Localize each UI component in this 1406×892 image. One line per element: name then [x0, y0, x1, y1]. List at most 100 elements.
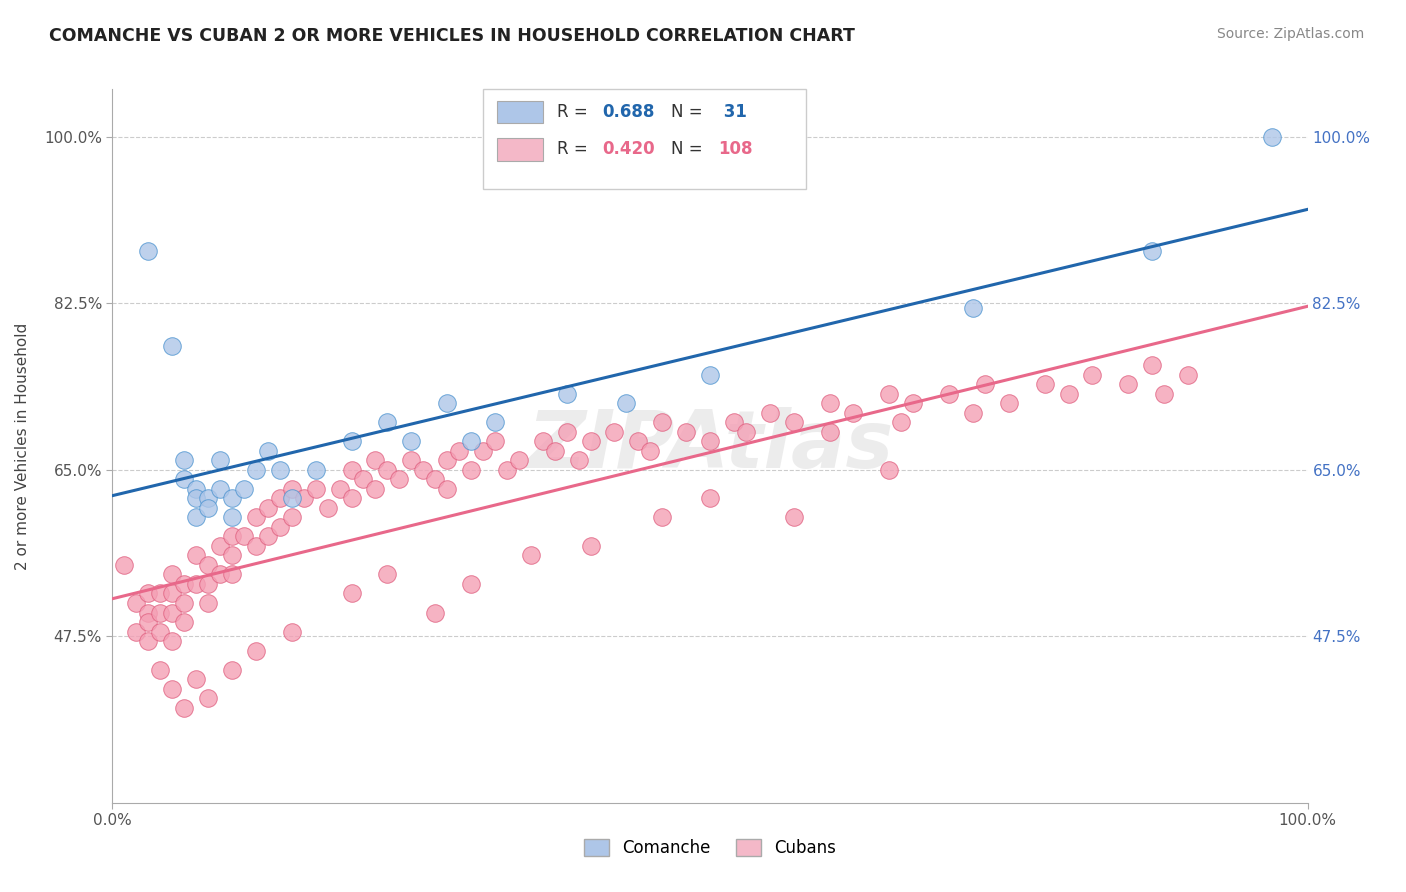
Point: [162, 586, 183, 600]
Legend: Comanche, Cubans: Comanche, Cubans: [575, 831, 845, 866]
Point: [209, 567, 232, 582]
Point: [245, 510, 267, 524]
Point: [114, 558, 135, 572]
Point: [149, 586, 172, 600]
Point: [197, 500, 219, 515]
Point: [186, 510, 208, 524]
Point: [162, 681, 183, 696]
Point: [269, 491, 291, 506]
Point: [1142, 244, 1164, 258]
Point: [1177, 368, 1199, 382]
Point: [186, 577, 208, 591]
Point: [531, 434, 554, 449]
Point: [699, 491, 721, 506]
Point: [305, 463, 328, 477]
Point: [364, 453, 387, 467]
Point: [555, 425, 578, 439]
Point: [340, 463, 363, 477]
Point: [305, 482, 328, 496]
Point: [723, 415, 745, 429]
Text: N =: N =: [671, 103, 707, 121]
Point: [197, 577, 219, 591]
Point: [616, 396, 638, 410]
Point: [1081, 368, 1104, 382]
Point: [543, 443, 565, 458]
Point: [186, 491, 208, 506]
FancyBboxPatch shape: [484, 89, 806, 189]
Point: [340, 491, 363, 506]
Point: [651, 415, 673, 429]
Point: [221, 491, 243, 506]
Point: [447, 443, 470, 458]
Point: [221, 567, 243, 582]
Point: [1153, 386, 1175, 401]
Point: [221, 510, 243, 524]
Point: [640, 443, 662, 458]
Point: [173, 700, 195, 714]
Point: [508, 453, 530, 467]
Point: [998, 396, 1021, 410]
Point: [377, 567, 399, 582]
Point: [436, 453, 458, 467]
Point: [257, 500, 280, 515]
Point: [209, 539, 232, 553]
FancyBboxPatch shape: [498, 137, 543, 161]
Text: 108: 108: [718, 140, 752, 158]
Point: [233, 482, 256, 496]
Point: [138, 634, 160, 648]
Point: [460, 434, 482, 449]
Point: [138, 586, 160, 600]
Point: [257, 443, 280, 458]
Point: [460, 577, 482, 591]
Point: [759, 406, 782, 420]
Point: [651, 510, 673, 524]
Text: R =: R =: [557, 140, 593, 158]
Point: [340, 586, 363, 600]
Point: [962, 301, 984, 315]
Point: [436, 482, 458, 496]
Point: [292, 491, 315, 506]
Point: [472, 443, 495, 458]
Text: 31: 31: [718, 103, 747, 121]
Point: [125, 624, 148, 639]
Point: [173, 472, 195, 486]
Point: [197, 491, 219, 506]
Point: [903, 396, 925, 410]
Point: [962, 406, 984, 420]
Point: [377, 415, 399, 429]
Point: [1057, 386, 1080, 401]
Point: [245, 463, 267, 477]
Y-axis label: 2 or more Vehicles in Household: 2 or more Vehicles in Household: [15, 322, 30, 570]
Point: [221, 549, 243, 563]
Point: [890, 415, 912, 429]
Point: [735, 425, 758, 439]
Point: [603, 425, 626, 439]
Point: [186, 549, 208, 563]
Point: [281, 624, 304, 639]
Point: [162, 567, 183, 582]
Point: [162, 606, 183, 620]
Point: [555, 386, 578, 401]
Point: [281, 491, 304, 506]
Point: [1118, 377, 1140, 392]
Point: [138, 615, 160, 629]
Point: [138, 606, 160, 620]
Point: [162, 634, 183, 648]
Point: [245, 539, 267, 553]
Text: R =: R =: [557, 103, 593, 121]
Text: Source: ZipAtlas.com: Source: ZipAtlas.com: [1216, 27, 1364, 41]
Text: 0.688: 0.688: [603, 103, 655, 121]
Point: [162, 339, 183, 353]
Point: [699, 434, 721, 449]
Point: [257, 529, 280, 543]
Point: [245, 643, 267, 657]
Text: COMANCHE VS CUBAN 2 OR MORE VEHICLES IN HOUSEHOLD CORRELATION CHART: COMANCHE VS CUBAN 2 OR MORE VEHICLES IN …: [49, 27, 855, 45]
Point: [186, 482, 208, 496]
Point: [197, 691, 219, 706]
Point: [364, 482, 387, 496]
Point: [149, 624, 172, 639]
Point: [568, 453, 591, 467]
Point: [401, 453, 423, 467]
Point: [842, 406, 865, 420]
Point: [675, 425, 697, 439]
